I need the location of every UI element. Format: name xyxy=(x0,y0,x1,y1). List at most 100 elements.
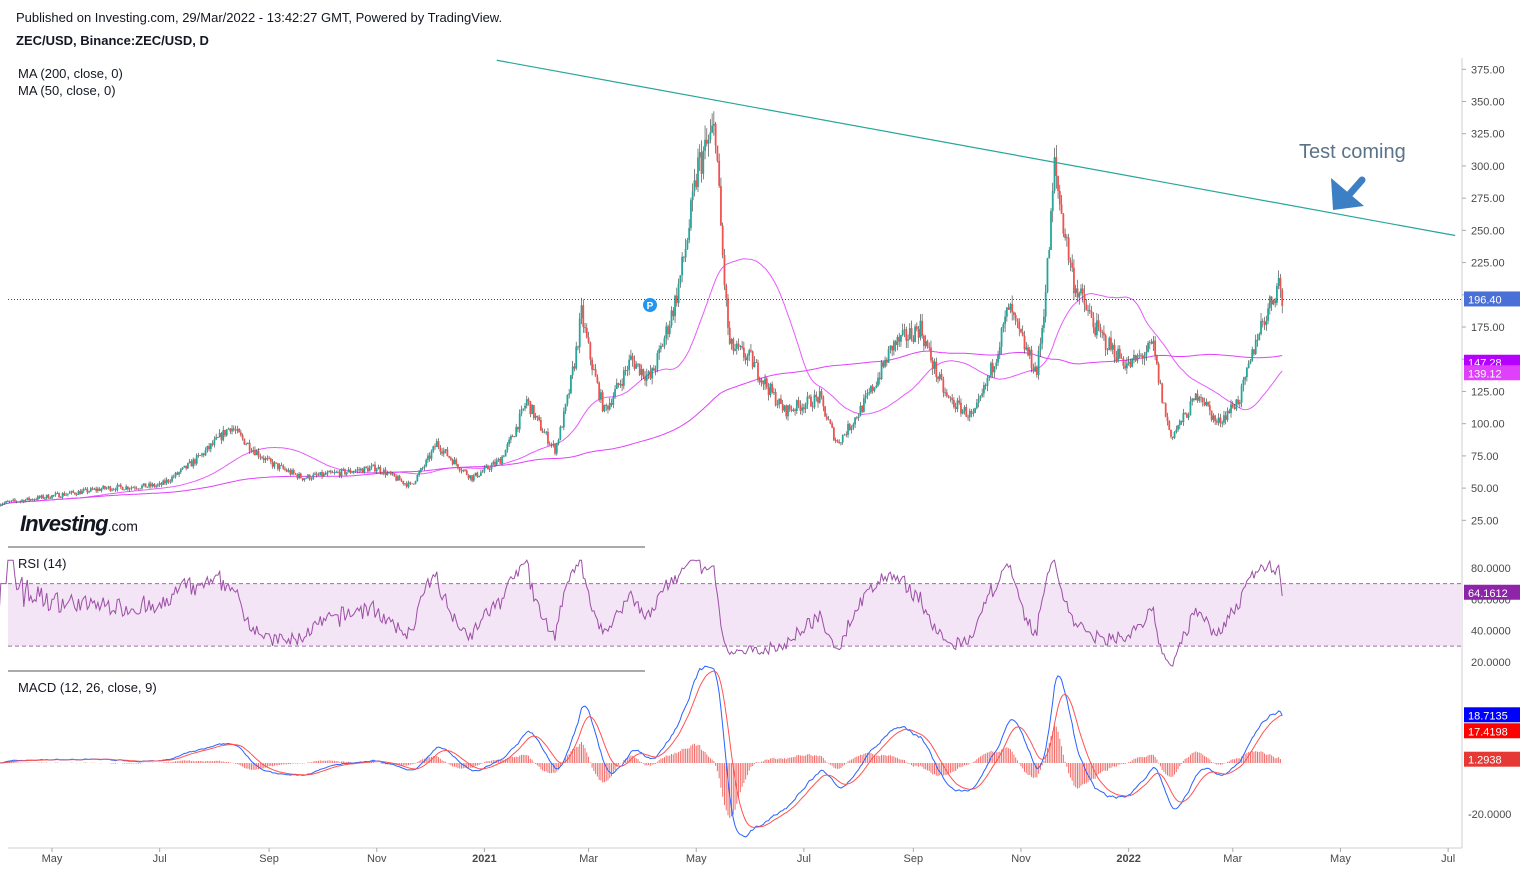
candle-body xyxy=(241,434,244,439)
candle xyxy=(84,487,87,491)
candle xyxy=(157,483,159,488)
ma200-label[interactable]: MA (200, close, 0) xyxy=(18,66,123,81)
candle xyxy=(400,478,403,483)
candle xyxy=(967,414,969,421)
candle-body xyxy=(179,469,182,473)
candle xyxy=(548,441,551,446)
candle-body xyxy=(322,473,325,477)
candle-body xyxy=(331,472,334,474)
candle-body xyxy=(903,329,906,331)
candle xyxy=(884,356,886,369)
candle-body xyxy=(965,407,968,417)
candle-body xyxy=(764,378,766,385)
candle-body xyxy=(937,376,939,380)
candle-body xyxy=(77,491,80,495)
candle xyxy=(172,474,175,479)
candle-body xyxy=(442,450,445,454)
candle xyxy=(661,343,664,347)
candle-body xyxy=(430,451,433,459)
candle xyxy=(481,469,484,473)
candle xyxy=(767,383,770,401)
candle-body xyxy=(893,341,895,351)
ma50-label[interactable]: MA (50, close, 0) xyxy=(18,83,116,98)
candle-body xyxy=(278,465,281,470)
candle-body xyxy=(568,393,571,395)
candle xyxy=(8,500,11,504)
candle-body xyxy=(227,428,230,430)
candle-body xyxy=(1023,335,1026,350)
candle xyxy=(554,442,556,456)
candle-body xyxy=(709,132,712,140)
macd-label[interactable]: MACD (12, 26, close, 9) xyxy=(18,680,157,695)
candle xyxy=(836,439,839,443)
candle xyxy=(91,486,94,491)
candle-body xyxy=(95,488,98,491)
candle xyxy=(141,484,143,490)
candle xyxy=(209,443,212,453)
candle xyxy=(1154,336,1157,361)
candle-body xyxy=(640,368,643,375)
rsi-label[interactable]: RSI (14) xyxy=(18,556,67,571)
candle-body xyxy=(930,347,932,361)
candle xyxy=(66,493,69,497)
candle-body xyxy=(506,444,509,450)
candle xyxy=(695,173,698,190)
candle-body xyxy=(675,295,678,304)
candle-body xyxy=(681,256,684,276)
candle-body xyxy=(859,405,862,417)
candle-body xyxy=(89,488,92,492)
candle-body xyxy=(700,152,703,174)
candle-body xyxy=(515,426,518,437)
candle-body xyxy=(44,497,46,499)
candle-body xyxy=(8,501,11,503)
candle-body xyxy=(951,398,954,401)
candle xyxy=(1080,284,1082,296)
candle xyxy=(49,496,52,500)
candle-body xyxy=(917,329,920,338)
candle-body xyxy=(647,371,650,375)
candle-body xyxy=(195,455,198,464)
candle-body xyxy=(192,459,195,467)
candle xyxy=(1127,355,1130,366)
candle-body xyxy=(303,478,306,481)
candle-body xyxy=(501,456,503,464)
candle xyxy=(114,487,117,492)
candle xyxy=(582,299,585,333)
candle-body xyxy=(372,464,375,466)
candle xyxy=(531,404,533,415)
candle xyxy=(801,403,804,416)
candle-body xyxy=(324,473,327,475)
candle-body xyxy=(24,499,27,503)
candle-body xyxy=(439,447,442,452)
candle xyxy=(404,483,406,486)
candle xyxy=(1201,397,1204,407)
event-marker: P xyxy=(643,298,657,312)
candle-body xyxy=(47,494,50,499)
candle xyxy=(866,389,869,400)
candle-body xyxy=(711,125,714,133)
candle xyxy=(47,493,50,499)
candle xyxy=(615,378,618,390)
candle xyxy=(818,386,821,404)
candle-body xyxy=(15,501,18,502)
candle xyxy=(532,404,535,421)
candle-body xyxy=(1035,366,1038,375)
candle xyxy=(1157,361,1160,386)
candle-body xyxy=(548,443,551,445)
candle xyxy=(799,400,802,415)
candle-body xyxy=(481,471,484,473)
candle-body xyxy=(437,441,440,448)
candle-body xyxy=(1085,304,1088,311)
candle-body xyxy=(10,500,13,502)
candle-body xyxy=(1101,332,1104,333)
candle-body xyxy=(345,472,348,475)
candle xyxy=(418,469,421,477)
candle xyxy=(601,389,604,413)
candle xyxy=(1155,354,1158,366)
candle-body xyxy=(1265,320,1268,325)
candle-body xyxy=(1242,379,1245,386)
candle xyxy=(407,480,410,489)
candle-body xyxy=(405,483,408,487)
candle-body xyxy=(510,436,512,440)
